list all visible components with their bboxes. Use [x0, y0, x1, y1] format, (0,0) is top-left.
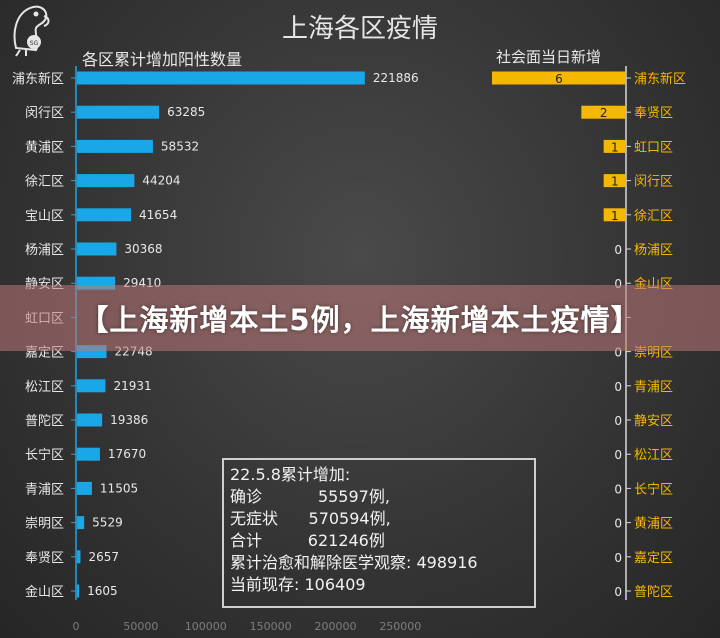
left-value-label: 19386 [110, 413, 148, 427]
right-category-label: 长宁区 [634, 481, 673, 497]
left-bar [77, 71, 365, 85]
left-value-label: 17670 [108, 447, 146, 461]
left-bar [77, 105, 160, 119]
left-category-label: 普陀区 [25, 413, 64, 429]
right-category-label: 静安区 [634, 414, 673, 429]
left-bar [77, 174, 135, 188]
right-value-label: 6 [555, 72, 563, 86]
right-value-label: 0 [614, 243, 622, 257]
left-value-label: 11505 [100, 481, 138, 495]
right-bar [603, 174, 626, 188]
left-x-tick-label: 200000 [314, 620, 356, 633]
left-category-label: 浦东新区 [12, 71, 64, 87]
right-category-label: 杨浦区 [634, 243, 673, 258]
left-value-label: 21931 [113, 379, 151, 393]
note-line: 累计治愈和解除医学观察: 498916 [230, 553, 478, 572]
right-value-label: 0 [614, 517, 622, 531]
left-x-tick-label: 150000 [250, 620, 292, 633]
left-x-tick-label: 100000 [185, 620, 227, 633]
right-value-label: 1 [611, 209, 619, 223]
right-category-label: 闵行区 [634, 175, 673, 190]
left-value-label: 44204 [142, 174, 180, 188]
right-bar [603, 208, 626, 222]
right-chart-subtitle: 社会面当日新增 [496, 48, 602, 66]
left-category-label: 金山区 [25, 584, 64, 600]
left-category-label: 崇明区 [25, 517, 64, 532]
note-line: 确诊 55597例, [230, 487, 390, 506]
left-value-label: 58532 [161, 139, 199, 153]
svg-text:SG: SG [30, 40, 39, 47]
left-category-label: 闵行区 [25, 106, 64, 121]
right-value-label: 0 [614, 585, 622, 599]
headline-banner: 【上海新增本土5例，上海新增本土疫情】 [0, 285, 720, 351]
note-line: 合计 621246例 [230, 531, 385, 550]
left-chart-subtitle: 各区累计增加阳性数量 [82, 50, 243, 69]
left-bar [77, 413, 103, 427]
note-line: 22.5.8累计增加: [230, 465, 351, 484]
summary-note-box: 22.5.8累计增加: 确诊 55597例, 无症状 570594例, 合计 6… [222, 458, 536, 608]
headline-text: 【上海新增本土5例，上海新增本土疫情】 [79, 303, 641, 337]
left-value-label: 30368 [124, 242, 162, 256]
left-category-label: 黄浦区 [25, 140, 64, 155]
left-category-label: 长宁区 [25, 447, 64, 463]
right-value-label: 0 [614, 380, 622, 394]
left-category-label: 青浦区 [25, 482, 64, 497]
right-category-label: 松江区 [634, 448, 673, 463]
left-value-label: 63285 [167, 105, 205, 119]
left-bar [77, 139, 153, 153]
right-category-label: 浦东新区 [634, 71, 686, 87]
right-value-label: 0 [614, 551, 622, 565]
left-value-label: 1605 [87, 584, 118, 598]
right-value-label: 1 [611, 175, 619, 189]
right-value-label: 0 [614, 482, 622, 496]
left-value-label: 221886 [373, 71, 419, 85]
right-category-label: 徐汇区 [634, 209, 673, 224]
left-value-label: 2657 [88, 550, 119, 564]
right-value-label: 0 [614, 277, 622, 291]
right-value-label: 0 [614, 448, 622, 462]
right-category-label: 黄浦区 [634, 517, 673, 532]
right-bar [581, 105, 626, 119]
left-bar [77, 242, 117, 256]
left-category-label: 杨浦区 [25, 243, 64, 258]
left-category-label: 徐汇区 [25, 175, 64, 190]
note-line: 无症状 570594例, [230, 509, 391, 528]
chart-title: 上海各区疫情 [281, 14, 438, 44]
right-category-label: 青浦区 [634, 380, 673, 395]
right-category-label: 虹口区 [634, 140, 673, 155]
right-value-label: 1 [611, 140, 619, 154]
left-bar [77, 379, 106, 393]
left-bar [77, 447, 100, 461]
left-bar [77, 550, 81, 564]
left-x-tick-label: 250000 [379, 620, 421, 633]
note-line: 当前现存: 106409 [230, 575, 366, 594]
right-category-label: 嘉定区 [634, 551, 673, 566]
left-x-tick-label: 0 [73, 620, 80, 633]
right-category-label: 奉贤区 [634, 106, 673, 121]
left-category-label: 奉贤区 [25, 551, 64, 566]
left-bar [77, 208, 132, 222]
left-category-label: 松江区 [25, 380, 64, 395]
right-value-label: 0 [614, 414, 622, 428]
left-category-label: 宝山区 [25, 209, 64, 224]
left-x-tick-label: 50000 [123, 620, 158, 633]
left-bar [77, 584, 80, 598]
parrot-logo-icon: SG [13, 5, 50, 57]
right-value-label: 0 [614, 346, 622, 360]
right-category-label: 普陀区 [634, 584, 673, 600]
left-bar [77, 481, 92, 495]
left-bar [77, 516, 85, 530]
right-bar [603, 139, 626, 153]
left-value-label: 41654 [139, 208, 177, 222]
right-value-label: 2 [600, 106, 608, 120]
left-value-label: 5529 [92, 516, 123, 530]
right-bar [492, 71, 626, 85]
